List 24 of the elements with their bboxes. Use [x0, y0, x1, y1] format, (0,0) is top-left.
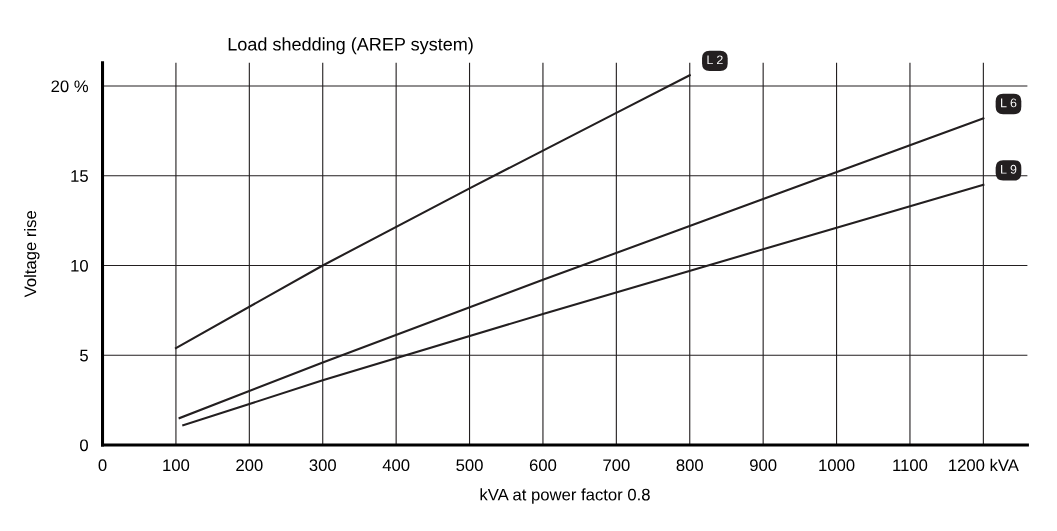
- y-tick-label: 20 %: [51, 80, 89, 93]
- y-tick-label: 0: [80, 439, 88, 452]
- x-axis-title: kVA at power factor 0.8: [480, 488, 650, 504]
- y-axis-title: Voltage rise: [24, 211, 40, 298]
- x-tick-label: 800: [676, 459, 703, 472]
- y-tick-label: 10: [71, 259, 88, 272]
- y-tick-label: 5: [80, 349, 88, 362]
- x-tick-label: 100: [163, 459, 190, 472]
- x-tick-label: 300: [309, 459, 336, 472]
- series-label: L 9: [1001, 164, 1017, 174]
- series-label: L 6: [1001, 98, 1017, 108]
- x-tick-label: 600: [529, 459, 557, 472]
- x-tick-label: 1200 kVA: [949, 458, 1019, 472]
- y-tick-label: 15: [71, 170, 88, 182]
- x-tick-label: 200: [236, 459, 263, 472]
- x-tick-label: 0: [98, 459, 107, 472]
- x-tick-label: 500: [456, 459, 483, 472]
- x-tick-label: 400: [382, 459, 410, 472]
- chart-title: Load shedding (AREP system): [228, 37, 473, 55]
- x-tick-label: 700: [603, 459, 630, 472]
- x-tick-label: 900: [750, 459, 777, 472]
- series-label: L 2: [707, 55, 723, 65]
- x-tick-label: 1000: [819, 459, 855, 472]
- x-tick-label: 1100: [893, 459, 928, 472]
